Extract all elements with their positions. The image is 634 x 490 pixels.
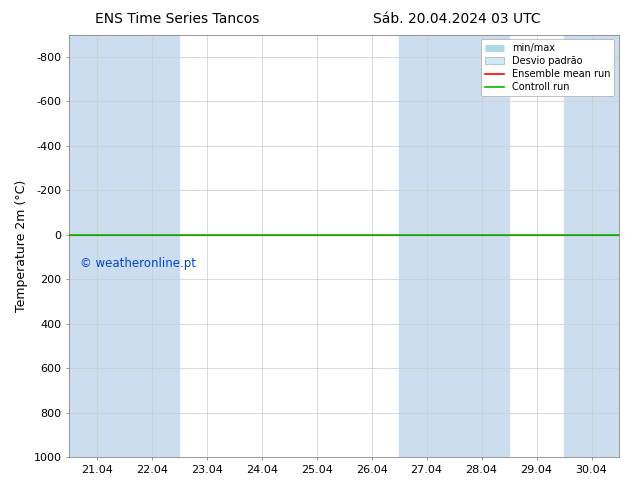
Text: ENS Time Series Tancos: ENS Time Series Tancos [95,12,260,26]
Bar [69,35,124,457]
Bar [124,35,179,457]
Bar [564,35,619,457]
Text: © weatheronline.pt: © weatheronline.pt [80,257,196,270]
Text: Sáb. 20.04.2024 03 UTC: Sáb. 20.04.2024 03 UTC [373,12,540,26]
Bar [399,35,454,457]
Y-axis label: Temperature 2m (°C): Temperature 2m (°C) [15,180,28,312]
Legend: min/max, Desvio padrão, Ensemble mean run, Controll run: min/max, Desvio padrão, Ensemble mean ru… [481,40,614,96]
Bar [454,35,509,457]
